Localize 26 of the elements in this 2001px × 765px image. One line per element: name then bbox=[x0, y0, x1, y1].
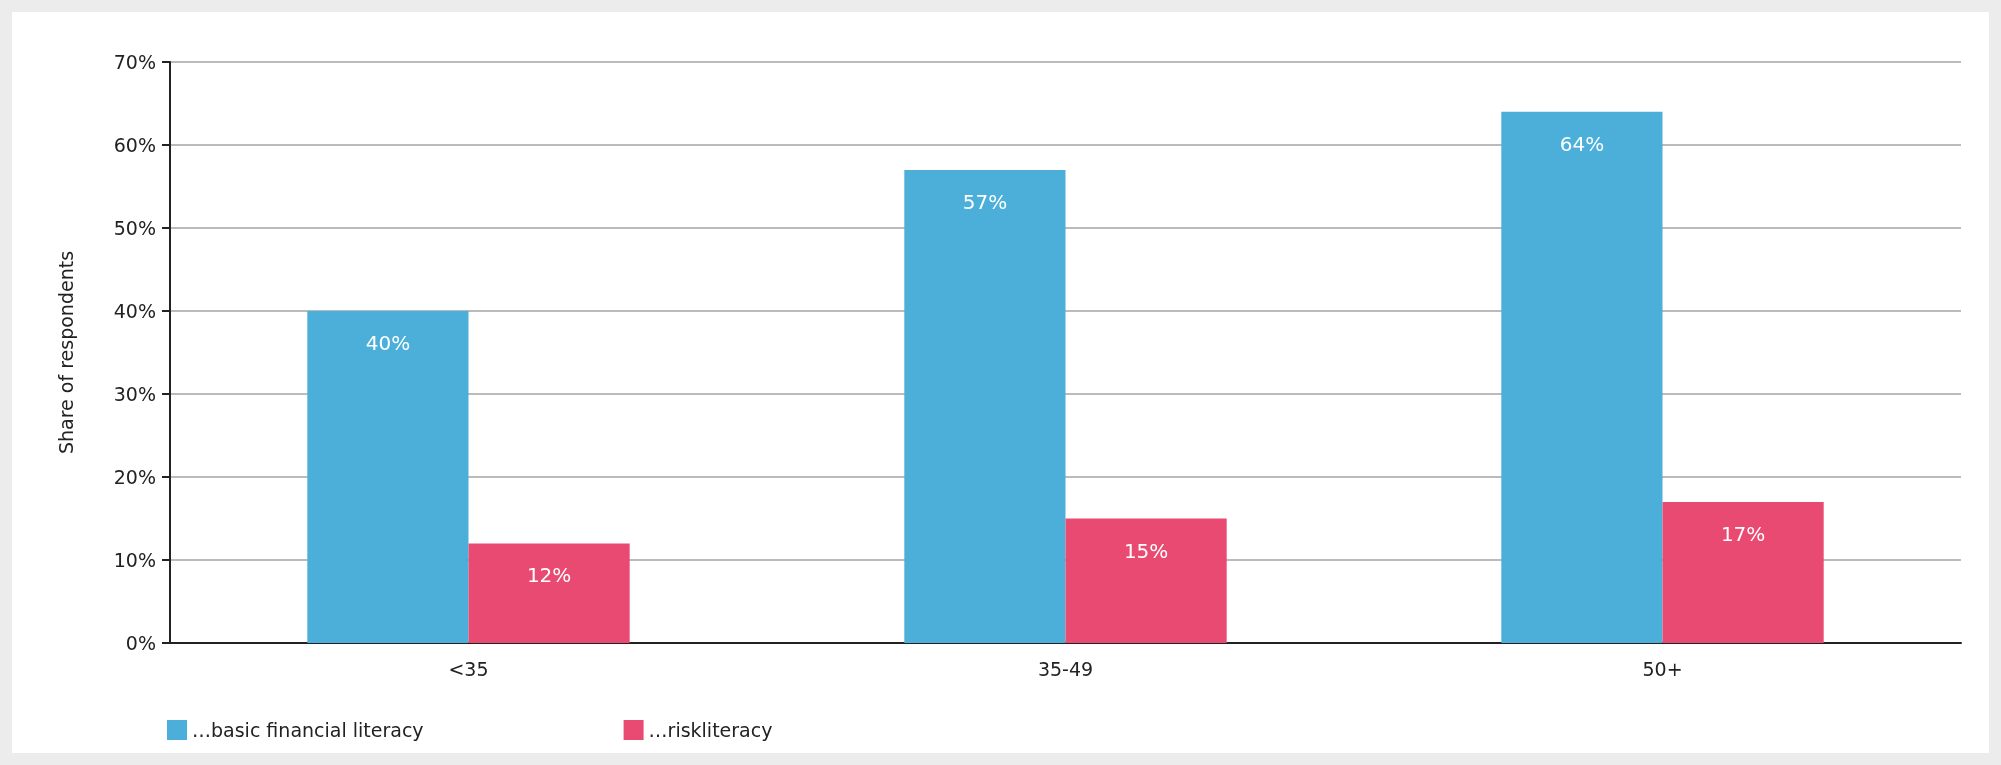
bar bbox=[307, 311, 469, 643]
bar bbox=[468, 543, 630, 643]
y-tick-label: 40% bbox=[113, 300, 156, 322]
x-tick-label: 35-49 bbox=[1037, 657, 1094, 680]
y-tick-label: 10% bbox=[113, 549, 156, 571]
bar bbox=[1065, 518, 1227, 643]
y-tick-label: 50% bbox=[113, 217, 156, 239]
x-tick-label: 50+ bbox=[1642, 657, 1683, 680]
y-axis-title: Share of respondents bbox=[54, 250, 77, 455]
legend-label: …basic financial literacy bbox=[192, 719, 424, 741]
data-label: 15% bbox=[1123, 538, 1169, 563]
bar bbox=[1501, 111, 1663, 643]
y-tick-label: 20% bbox=[113, 466, 156, 488]
y-tick-label: 70% bbox=[113, 51, 156, 73]
data-label: 17% bbox=[1720, 521, 1766, 546]
legend-label: …riskliteracy bbox=[648, 719, 773, 741]
y-tick-label: 0% bbox=[125, 632, 156, 654]
bar bbox=[1662, 501, 1824, 643]
y-tick-label: 60% bbox=[113, 134, 156, 156]
data-label: 57% bbox=[962, 189, 1008, 214]
bar bbox=[904, 169, 1066, 643]
data-label: 64% bbox=[1559, 131, 1605, 156]
x-tick-label: <35 bbox=[448, 657, 489, 680]
data-label: 40% bbox=[365, 331, 411, 355]
y-tick-label: 30% bbox=[113, 383, 156, 405]
data-label: 12% bbox=[526, 563, 572, 588]
